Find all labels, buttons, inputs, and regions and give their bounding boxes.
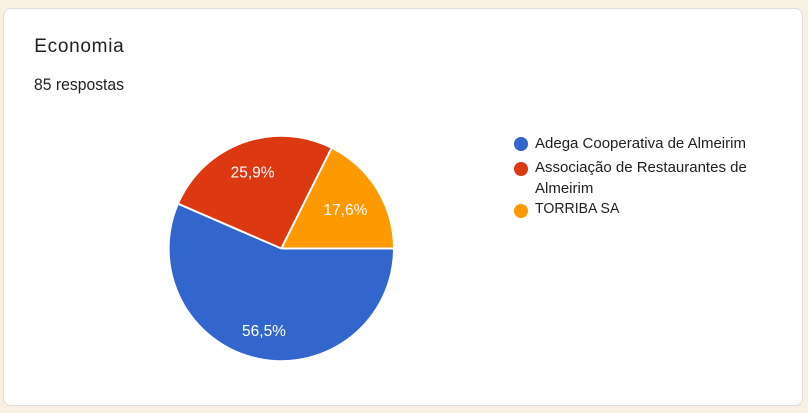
- svg-text:56,5%: 56,5%: [242, 323, 286, 340]
- svg-text:17,6%: 17,6%: [323, 202, 367, 219]
- svg-text:25,9%: 25,9%: [231, 165, 275, 182]
